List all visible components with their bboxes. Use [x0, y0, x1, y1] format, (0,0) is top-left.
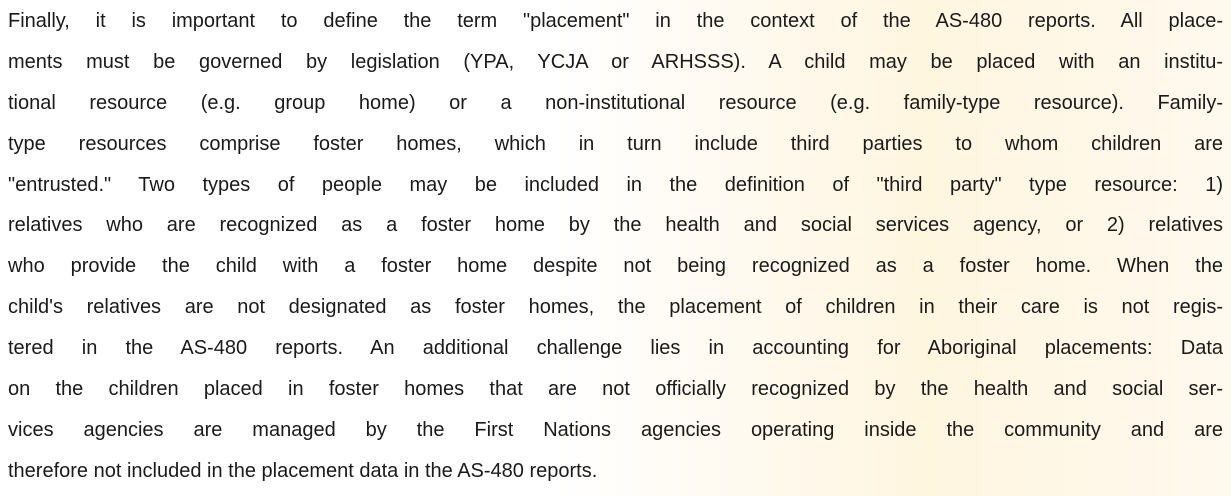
text-line: on the children placed in foster homes t…	[8, 378, 1223, 401]
text-line: relatives who are recognized as a foster…	[8, 214, 1223, 237]
text-line: tered in the AS-480 reports. An addition…	[8, 337, 1223, 360]
text-line: vices agencies are managed by the First …	[8, 418, 1223, 441]
text-line: Finally, it is important to define the t…	[8, 10, 1223, 32]
text-line: therefore not included in the placement …	[8, 459, 598, 482]
paragraph: Finally, it is important to define the t…	[8, 0, 1223, 492]
text-line: tional resource (e.g. group home) or a n…	[8, 91, 1223, 114]
text-line: ments must be governed by legislation (Y…	[8, 50, 1223, 73]
text-line: "entrusted." Two types of people may be …	[8, 173, 1223, 196]
text-line: who provide the child with a foster home…	[8, 255, 1223, 278]
text-line: child's relatives are not designated as …	[8, 296, 1223, 319]
text-line: type resources comprise foster homes, wh…	[8, 132, 1223, 155]
